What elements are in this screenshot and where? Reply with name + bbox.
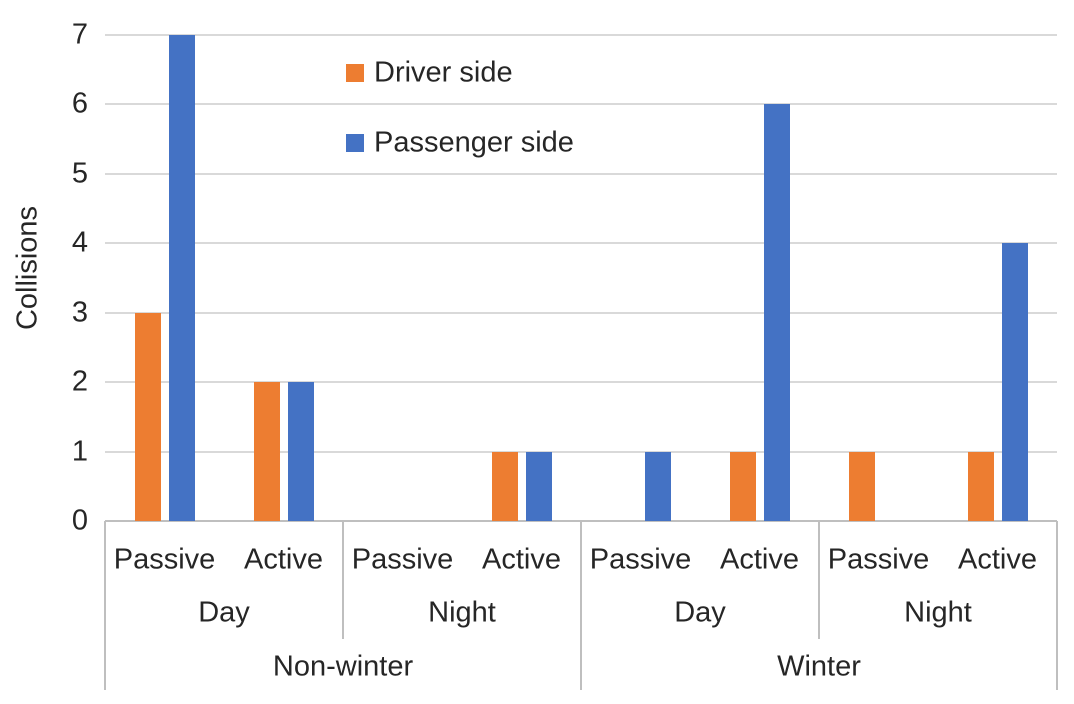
gridline-1 <box>105 450 1057 453</box>
bar-passenger-side <box>1001 243 1028 521</box>
axis-border <box>104 521 106 690</box>
y-tick-label: 6 <box>71 87 88 120</box>
category-season-label: Non-winter <box>272 650 414 683</box>
axis-separator-minor <box>818 521 820 639</box>
gridline-3 <box>105 311 1057 314</box>
y-tick-label: 7 <box>71 18 88 51</box>
category-group-label: Night <box>904 596 972 629</box>
category-season-label: Winter <box>777 650 861 683</box>
gridline-5 <box>105 172 1057 175</box>
bar-driver-side <box>134 312 161 521</box>
axis-separator-minor <box>342 521 344 639</box>
category-group-label: Day <box>674 596 726 629</box>
bar-passenger-side <box>763 104 790 521</box>
gridline-6 <box>105 103 1057 106</box>
category-label: Active <box>958 543 1037 576</box>
category-group-label: Night <box>428 596 496 629</box>
gridline-4 <box>105 242 1057 245</box>
bar-passenger-side <box>168 35 195 521</box>
y-tick-label: 4 <box>71 226 88 259</box>
category-group-label: Day <box>198 596 250 629</box>
legend-label: Passenger side <box>374 126 574 159</box>
legend-entry: Driver side <box>346 57 606 89</box>
bar-driver-side <box>253 382 280 521</box>
category-label: Passive <box>113 543 216 576</box>
bar-passenger-side <box>644 451 671 521</box>
bar-passenger-side <box>287 382 314 521</box>
bar-driver-side <box>491 451 518 521</box>
legend-swatch-icon <box>346 134 364 152</box>
y-tick-label: 1 <box>71 435 88 468</box>
axis-border <box>1056 521 1058 690</box>
bar-driver-side <box>967 451 994 521</box>
category-label: Active <box>720 543 799 576</box>
y-tick-label: 2 <box>71 365 88 398</box>
bar-passenger-side <box>525 451 552 521</box>
legend-label: Driver side <box>374 56 513 89</box>
category-label: Active <box>482 543 561 576</box>
y-tick-label: 3 <box>71 296 88 329</box>
category-label: Passive <box>589 543 692 576</box>
legend-entry: Passenger side <box>346 127 606 159</box>
y-tick-label: 0 <box>71 504 88 537</box>
y-tick-label: 5 <box>71 157 88 190</box>
legend-swatch-icon <box>346 64 364 82</box>
gridline-2 <box>105 381 1057 384</box>
category-label: Passive <box>351 543 454 576</box>
category-label: Active <box>244 543 323 576</box>
gridline-7 <box>105 34 1057 36</box>
bar-driver-side <box>729 451 756 521</box>
category-label: Passive <box>827 543 930 576</box>
axis-separator-major <box>580 521 582 690</box>
bar-driver-side <box>848 451 875 521</box>
